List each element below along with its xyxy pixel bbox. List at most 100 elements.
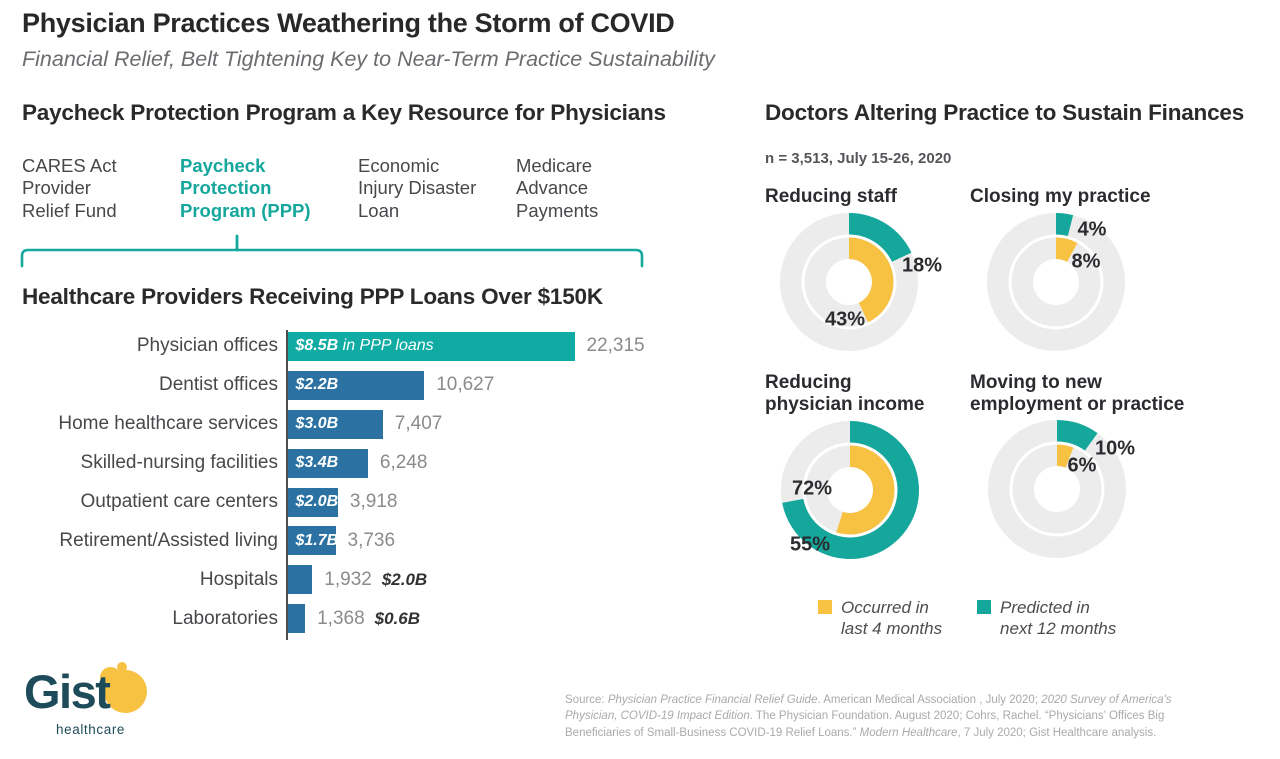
source-text-segment: Physician Practice Financial Relief Guid… [607,694,818,706]
bar-row: Skilled-nursing facilities $3.4B 6,248 [22,444,702,483]
legend-item: Occurred in last 4 months [818,597,942,639]
legend-swatch [818,600,832,614]
page-subtitle: Financial Relief, Belt Tightening Key to… [22,47,715,71]
occurred-arc [836,445,895,535]
bar-amount-label: $3.4B [295,454,339,472]
donut-title: Moving to new employment or practice [970,372,1184,416]
bar-amount-label: $2.0B [381,569,428,589]
bar: $8.5B in PPP loans [287,331,575,361]
bar-row: Outpatient care centers $2.0B 3,918 [22,483,702,522]
source-text-segment: 2020 Survey of America's Physician, COVI… [565,694,1172,723]
program-label-line: Medicare [516,155,593,176]
donut-title-line: physician income [765,394,925,415]
occurred-arc [849,237,894,323]
bar-category-label: Laboratories [172,607,278,629]
bar-count-label: 3,736 [347,529,396,551]
relief-program-4: Medicare Advance Payments [516,155,646,222]
bar-chart-rows: Physician offices $8.5B in PPP loans 22,31… [22,327,702,638]
program-label-line: Paycheck [180,155,266,176]
legend-swatch [977,600,991,614]
bar-amount-label: $3.0B [295,415,339,433]
bar-count-label: 22,315 [586,335,645,357]
donut-chart [988,420,1126,558]
program-label-line: Payments [516,199,599,221]
program-label-line: Provider [22,177,91,199]
bar-category-label: Dentist offices [159,374,278,396]
bar-row: Retirement/Assisted living $1.7B 3,736 [22,521,702,560]
bar-amount-label: $2.2B [295,376,339,394]
donut-title-line: Closing my practice [970,186,1151,207]
bar-count-label: 1,932 [324,568,372,590]
donut-title: Closing my practice [970,186,1151,208]
source-text-segment: . American Medical Association , July 20… [817,694,1042,706]
program-label-line: Advance [516,177,588,199]
program-label-line: CARES Act [22,155,117,176]
logo-wordmark: Gist [24,665,111,718]
bar-row: Dentist offices $2.2B 10,627 [22,366,702,405]
predicted-percent-label: 10% [1094,437,1136,460]
bar-category-label: Home healthcare services [58,413,278,435]
predicted-arc [782,421,919,559]
bar: $2.2B [287,370,425,400]
bracket-line [20,248,644,268]
source-text-segment: Source: [565,694,608,706]
program-label-line: Economic [358,155,440,176]
program-label-line: Injury Disaster [358,177,477,199]
source-text-segment: . The Physician Foundation. August 2020;… [565,710,1165,739]
bar-row: Laboratories 1,368 $0.6B [22,599,702,638]
sample-size-note: n = 3,513, July 15-26, 2020 [765,150,952,167]
donut-title-line: Moving to new [970,372,1102,393]
bar-amount-suffix: in PPP loans [338,337,434,355]
bar-row: Physician offices $8.5B in PPP loans 22,31… [22,327,702,366]
ppp-section-heading: Paycheck Protection Program a Key Resour… [22,100,666,125]
bar: $3.4B [287,448,368,478]
program-label-line: Protection [180,177,272,199]
legend-label-line: Occurred in [841,598,929,617]
predicted-percent-label: 4% [1077,218,1107,241]
predicted-arc [849,213,912,262]
gist-healthcare-logo: Gist healthcare [22,652,172,752]
occurred-arc [1057,444,1074,468]
bar-amount-label: $0.6B [374,608,421,628]
bar-category-label: Skilled-nursing facilities [80,452,278,474]
program-label-line: Relief Fund [22,199,117,221]
bar-category-label: Retirement/Assisted living [59,529,278,551]
bar-amount-label: $8.5B in PPP loans [295,337,434,355]
program-label-line: Program (PPP) [180,199,311,221]
bar-amount-label: $2.0B [295,493,339,510]
source-text-segment: , 7 July 2020; Gist Healthcare analysis. [957,726,1157,739]
relief-program-1: CARES Act Provider Relief Fund [22,155,180,222]
page-title: Physician Practices Weathering the Storm… [22,8,675,38]
legend-label: Predicted in next 12 months [1000,597,1116,639]
donut-chart [987,213,1125,351]
bar-amount-label: $1.7B [295,531,339,549]
donut-title-line: Reducing [765,372,852,393]
donut-chart [781,421,919,559]
bar-count-label: 7,407 [394,413,443,435]
donut-title: Reducing physician income [765,372,924,416]
predicted-percent-label: 18% [901,254,943,277]
bar-category-label: Physician offices [136,335,278,357]
bar: $2.0B [287,487,339,517]
logo-tagline: healthcare [56,722,126,737]
bar-count-label: 3,918 [349,491,398,512]
predicted-arc [1056,213,1074,236]
bar-count-label: 6,248 [379,452,428,474]
logo-yellow-circle-large [104,670,147,713]
relief-program-3: Economic Injury Disaster Loan [358,155,516,222]
bar [287,565,313,595]
ppp-loans-bar-chart: Physician offices $8.5B in PPP loans 22,31… [22,327,702,647]
bar [287,604,306,634]
occurred-percent-label: 55% [789,533,831,556]
donut-title: Reducing staff [765,186,897,208]
legend-label: Occurred in last 4 months [841,597,942,639]
legend-label-line: last 4 months [841,619,943,638]
source-citation: Source: Physician Practice Financial Rel… [565,692,1227,741]
bar-count-label: 1,368 [317,607,365,629]
bar-row: Home healthcare services $3.0B 7,407 [22,405,702,444]
ppp-bracket [20,234,644,268]
predicted-percent-label: 72% [791,477,833,500]
logo-yellow-circle-dot [117,662,127,672]
occurred-arc [1056,237,1078,262]
